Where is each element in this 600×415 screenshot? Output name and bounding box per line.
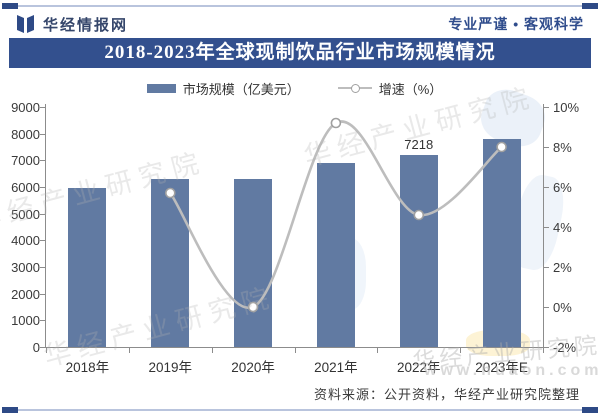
legend-item-growth: 增速（%） (337, 79, 443, 98)
y-axis-right-label-4: 4% (553, 220, 572, 235)
legend-item-market-size: 市场规模（亿美元） (146, 79, 300, 98)
top-left-corner-accent (2, 3, 18, 9)
bar-swatch-icon (146, 83, 176, 93)
y-axis-right-label-0: 0% (553, 300, 572, 315)
x-axis-label-2021: 2021年 (314, 360, 358, 375)
y-axis-left-tick (40, 160, 45, 162)
x-axis-label-2018: 2018年 (65, 360, 110, 375)
y-axis-left-label-3000: 3000 (11, 260, 40, 275)
bottom-border-line (2, 409, 598, 411)
x-axis-tick (543, 348, 544, 353)
y-axis-left-label-5000: 5000 (11, 206, 40, 222)
y-axis-right-tick (544, 147, 549, 148)
top-right-corner-accent (582, 3, 598, 9)
legend: 市场规模（亿美元） 增速（%） (46, 79, 543, 97)
y-axis-left-tick (40, 187, 45, 188)
x-axis-tick (294, 348, 296, 353)
bar-2019 (151, 178, 190, 347)
y-axis-right-label-2: 2% (553, 260, 572, 275)
x-axis-label-2020: 2020年 (231, 360, 275, 375)
top-border-line (2, 5, 598, 7)
y-axis-right-tick (544, 267, 549, 268)
y-axis-right-line (543, 104, 544, 348)
header: 华经情报网 专业严谨 • 客观科学 (16, 12, 584, 36)
x-axis-tick (128, 348, 130, 353)
bar-2020 (234, 178, 273, 347)
y-axis-left-tick (40, 133, 45, 135)
bottom-right-corner-accent (582, 407, 598, 413)
bar-2018 (68, 187, 107, 347)
y-axis-right-tick (544, 347, 549, 348)
legend-label-market-size: 市场规模（亿美元） (182, 81, 300, 97)
brand-name: 华经情报网 (43, 16, 129, 34)
bar-2022 (399, 154, 438, 347)
y-axis-right-label-10: 10% (553, 100, 580, 115)
chart-title: 2018-2023年全球现制饮品行业市场规模情况 (9, 38, 591, 68)
legend-label-growth: 增速（%） (378, 81, 443, 97)
y-axis-left-tick (40, 107, 45, 108)
y-axis-right-label--2: -2% (553, 340, 577, 355)
y-axis-left-tick (40, 267, 45, 268)
y-axis-left-tick (40, 347, 45, 348)
bar-2023E (482, 139, 521, 347)
y-axis-left-tick (40, 320, 45, 322)
y-axis-left-label-1000: 1000 (11, 313, 40, 329)
y-axis-right-tick (544, 187, 549, 188)
x-axis-label-2022: 2022年 (396, 360, 441, 375)
x-axis-line (45, 347, 544, 348)
y-axis-left-label-2000: 2000 (11, 286, 40, 302)
y-axis-left-label-0: 0 (32, 340, 40, 355)
line-marker-icon (337, 83, 372, 93)
y-axis-right-tick (544, 307, 549, 308)
y-axis-right-tick (544, 107, 549, 108)
x-axis-tick (211, 348, 213, 353)
bar-data-label-2022: 7218 (404, 136, 434, 152)
slogan: 专业严谨 • 客观科学 (448, 16, 584, 32)
y-axis-left-tick (40, 240, 45, 242)
y-axis-right-label-6: 6% (553, 180, 572, 195)
y-axis-right-tick (544, 227, 549, 228)
bottom-left-corner-accent (2, 407, 18, 413)
x-axis-tick (377, 348, 379, 353)
y-axis-left-label-8000: 8000 (11, 126, 40, 142)
source-note: 资料来源：公开资料，华经产业研究院整理 (313, 387, 580, 402)
x-axis-label-2023E: 2023年E (475, 360, 528, 375)
y-axis-right-label-8: 8% (553, 140, 572, 155)
bar-2021 (316, 163, 355, 347)
y-axis-left-label-4000: 4000 (11, 233, 40, 249)
brand-logo-icon (16, 14, 36, 34)
x-axis-tick (46, 348, 47, 353)
y-axis-left-line (45, 104, 46, 348)
brand: 华经情报网 (16, 14, 128, 35)
y-axis-left-tick (40, 213, 45, 215)
y-axis-left-label-6000: 6000 (11, 180, 40, 195)
x-axis-label-2019: 2019年 (148, 360, 193, 375)
x-axis-tick (460, 348, 462, 353)
y-axis-left-tick (40, 293, 45, 295)
y-axis-left-label-9000: 9000 (11, 100, 40, 115)
y-axis-left-label-7000: 7000 (11, 153, 40, 169)
